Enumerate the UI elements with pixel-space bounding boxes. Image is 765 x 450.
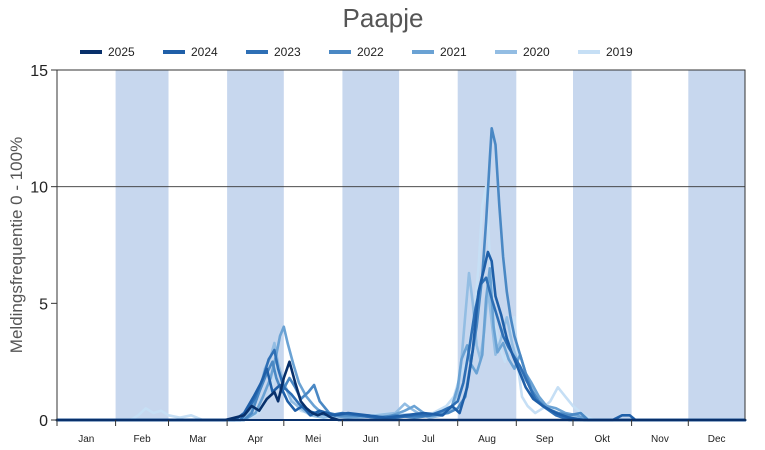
legend-label-2024: 2024 <box>191 45 218 59</box>
month-band-dec <box>688 70 745 420</box>
legend-label-2025: 2025 <box>108 45 135 59</box>
month-band-apr <box>227 70 284 420</box>
legend-label-2023: 2023 <box>274 45 301 59</box>
y-tick-label-0: 0 <box>39 413 48 430</box>
y-tick-labels: 0 5 10 15 <box>30 63 48 430</box>
y-axis-label: Meldingsfrequentie 0 - 100% <box>7 137 26 353</box>
x-tick-label-sep: Sep <box>536 434 554 445</box>
axes <box>51 69 746 426</box>
x-tick-label-mei: Mei <box>305 434 321 445</box>
x-tick-label-apr: Apr <box>248 434 264 445</box>
x-tick-label-jan: Jan <box>78 434 94 445</box>
chart-title: Paapje <box>343 3 424 33</box>
y-tick-label-10: 10 <box>30 180 48 197</box>
x-tick-label-feb: Feb <box>133 434 151 445</box>
x-tick-labels: Jan Feb Mar Apr Mei Jun Jul Aug Sep Okt Nov Dec <box>78 434 725 445</box>
x-tick-label-mar: Mar <box>189 434 207 445</box>
month-band-feb <box>115 70 169 420</box>
x-tick-label-jul: Jul <box>422 434 435 445</box>
legend-label-2022: 2022 <box>357 45 384 59</box>
month-band-okt <box>573 70 632 420</box>
x-tick-label-nov: Nov <box>651 434 669 445</box>
month-bands <box>115 70 745 420</box>
series-lines <box>55 127 747 422</box>
x-tick-label-aug: Aug <box>478 434 496 445</box>
legend-label-2020: 2020 <box>523 45 550 59</box>
series-line-2023 <box>55 276 747 422</box>
x-tick-label-dec: Dec <box>708 434 726 445</box>
month-band-jun <box>342 70 400 420</box>
y-tick-label-5: 5 <box>39 296 48 313</box>
x-tick-label-okt: Okt <box>595 434 611 445</box>
legend: 2025 2024 2023 2022 2021 2020 2019 <box>80 45 633 59</box>
legend-label-2021: 2021 <box>440 45 467 59</box>
x-tick-label-jun: Jun <box>363 434 379 445</box>
series-line-2025 <box>55 360 747 422</box>
legend-label-2019: 2019 <box>606 45 633 59</box>
y-tick-label-15: 15 <box>30 63 48 80</box>
